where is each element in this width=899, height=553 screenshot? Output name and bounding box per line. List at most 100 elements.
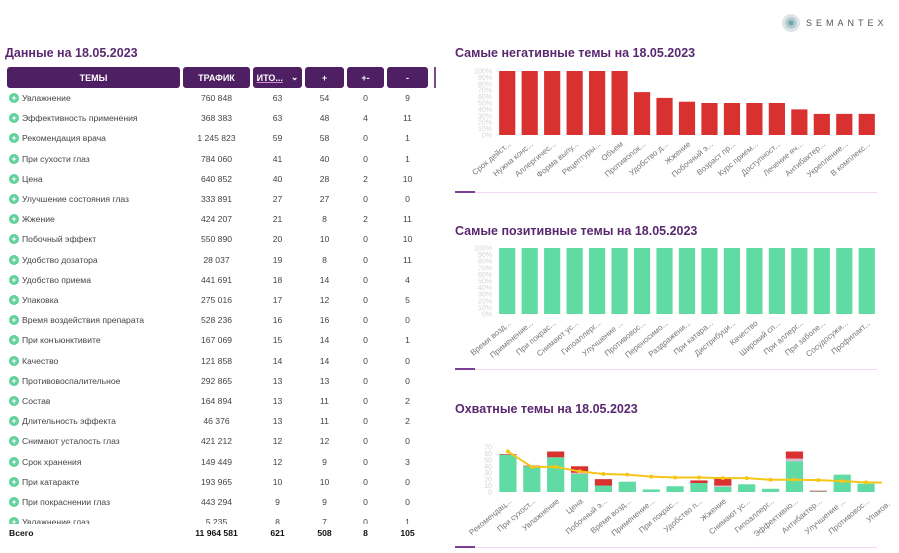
topic-name: Снимают усталость глаз [22,436,120,447]
expand-plus-icon[interactable]: + [9,295,19,305]
y-tick-label: 30% [478,113,492,120]
expand-plus-icon[interactable]: + [9,396,19,406]
table-row[interactable]: + Снимают усталость глаз 421 212 12 12 0 0 [0,431,436,451]
table-row[interactable]: + Увлажнение глаз 5 235 8 7 0 1 [0,512,436,524]
table-row[interactable]: + Противовоспалительное 292 865 13 13 0 0 [0,371,436,391]
table-row[interactable]: + При сухости глаз 784 060 41 40 0 1 [0,149,436,169]
header-total[interactable]: ИТО... ⌄ [253,67,302,88]
header-neutral[interactable]: +- [347,67,384,88]
expand-plus-icon[interactable]: + [9,497,19,507]
bar-segment [618,481,636,492]
expand-plus-icon[interactable]: + [9,214,19,225]
expand-plus-icon[interactable]: + [9,476,19,487]
expand-plus-icon[interactable]: + [9,456,19,467]
expand-plus-icon[interactable]: + [9,274,19,285]
bar [544,71,561,135]
cell: 2 [405,396,410,406]
expand-plus-icon[interactable]: + [9,113,19,124]
bar-segment [499,454,517,492]
table-row[interactable]: + Удобство дозатора 28 037 19 8 0 11 [0,250,436,270]
table-row[interactable]: + При катаракте 193 965 10 10 0 0 [0,472,436,492]
table-row[interactable]: + Улучшение состояния глаз 333 891 27 27 0 0 [0,189,436,209]
cell: 0 [405,315,410,326]
cell: 760 848 [200,93,233,103]
cell: 528 236 [200,315,233,326]
cell: 424 207 [200,214,233,225]
expand-plus-icon[interactable]: + [9,335,19,346]
cell: 13 [272,396,283,406]
cell: 2 [405,416,410,427]
line-point [816,478,821,483]
table-row[interactable]: + Рекомендация врача 1 245 823 59 58 0 1 [0,128,436,148]
cell: 40 [272,173,283,184]
cell: 0 [405,497,410,507]
table-row[interactable]: + Состав 164 894 13 11 0 2 [0,391,436,411]
table-row[interactable]: + Удобство приема 441 691 18 14 0 4 [0,270,436,290]
cell: 1 [405,133,410,144]
expand-plus-icon[interactable]: + [9,153,19,164]
cell: 12 [272,456,283,467]
cell: 13 [272,375,283,386]
bar [723,248,741,314]
scroll-indicator[interactable] [455,368,475,370]
line-point [720,476,725,481]
expand-plus-icon[interactable]: + [9,375,19,386]
table-row[interactable]: + Длительность эффекта 46 376 13 11 0 2 [0,411,436,431]
line-point [529,464,534,469]
expand-plus-icon[interactable]: + [9,194,19,204]
table-row[interactable]: + Побочный эффект 550 890 20 10 0 10 [0,229,436,249]
topic-name: Жжение [22,214,55,225]
cell: 13 [319,375,330,386]
expand-plus-icon[interactable]: + [9,173,19,184]
table-row[interactable]: + Упаковка 275 016 17 12 0 5 [0,290,436,310]
cell: 0 [405,355,410,366]
expand-plus-icon[interactable]: + [9,436,19,447]
scroll-indicator[interactable] [455,191,475,193]
table-row[interactable]: + Качество 121 858 14 14 0 0 [0,351,436,371]
expand-plus-icon[interactable]: + [9,93,19,103]
expand-plus-icon[interactable]: + [9,517,19,524]
cell: 9 [405,93,410,103]
table-row[interactable]: + Увлажнение 760 848 63 54 0 9 [0,88,436,108]
table-row[interactable]: + Цена 640 852 40 28 2 10 [0,169,436,189]
chevron-down-icon[interactable]: ⌄ [290,72,299,82]
cell: 2 [363,214,368,225]
logo-mark-icon [782,14,800,32]
scrollbar[interactable] [434,67,436,88]
bar [791,109,808,135]
header-positive[interactable]: + [305,67,344,88]
topic-name: Состав [22,396,51,406]
table-row[interactable]: + Время воздействия препарата 528 236 16 16 0… [0,310,436,330]
table-row[interactable]: + Эффективность применения 368 383 63 48 4 11 [0,108,436,128]
table-row[interactable]: + Жжение 424 207 21 8 2 11 [0,209,436,229]
expand-plus-icon[interactable]: + [9,355,19,366]
header-traffic[interactable]: ТРАФИК [183,67,250,88]
expand-plus-icon[interactable]: + [9,234,19,245]
cell: 14 [319,335,330,346]
cell: 0 [363,375,368,386]
negative-topics-chart: 0%10%20%30%40%50%60%70%80%90%100%Срок де… [470,69,875,180]
totals-negative: 105 [400,528,415,538]
header-topics[interactable]: ТЕМЫ [7,67,180,88]
expand-plus-icon[interactable]: + [9,254,19,265]
scroll-indicator[interactable] [455,546,475,548]
positive-chart-title: Самые позитивные темы на 18.05.2023 [455,224,698,238]
bar [566,71,583,135]
expand-plus-icon[interactable]: + [9,133,19,144]
divider [455,547,877,548]
expand-plus-icon[interactable]: + [9,315,19,326]
cell: 5 [405,295,410,305]
expand-plus-icon[interactable]: + [9,416,19,427]
y-tick-label: 70% [478,88,492,95]
table-row[interactable]: + Срок хранения 149 449 12 9 0 3 [0,452,436,472]
table-row[interactable]: + При покраснении глаз 443 294 9 9 0 0 [0,492,436,512]
cell: 0 [405,375,410,386]
y-tick-label: 80% [478,81,492,88]
header-negative[interactable]: - [387,67,428,88]
table-row[interactable]: + При конъюнктивите 167 069 15 14 0 1 [0,330,436,350]
cell: 784 060 [200,153,233,164]
bar [521,248,538,314]
cell: 4 [363,113,368,124]
bar [633,248,651,314]
y-tick-label: 70% [478,265,492,272]
